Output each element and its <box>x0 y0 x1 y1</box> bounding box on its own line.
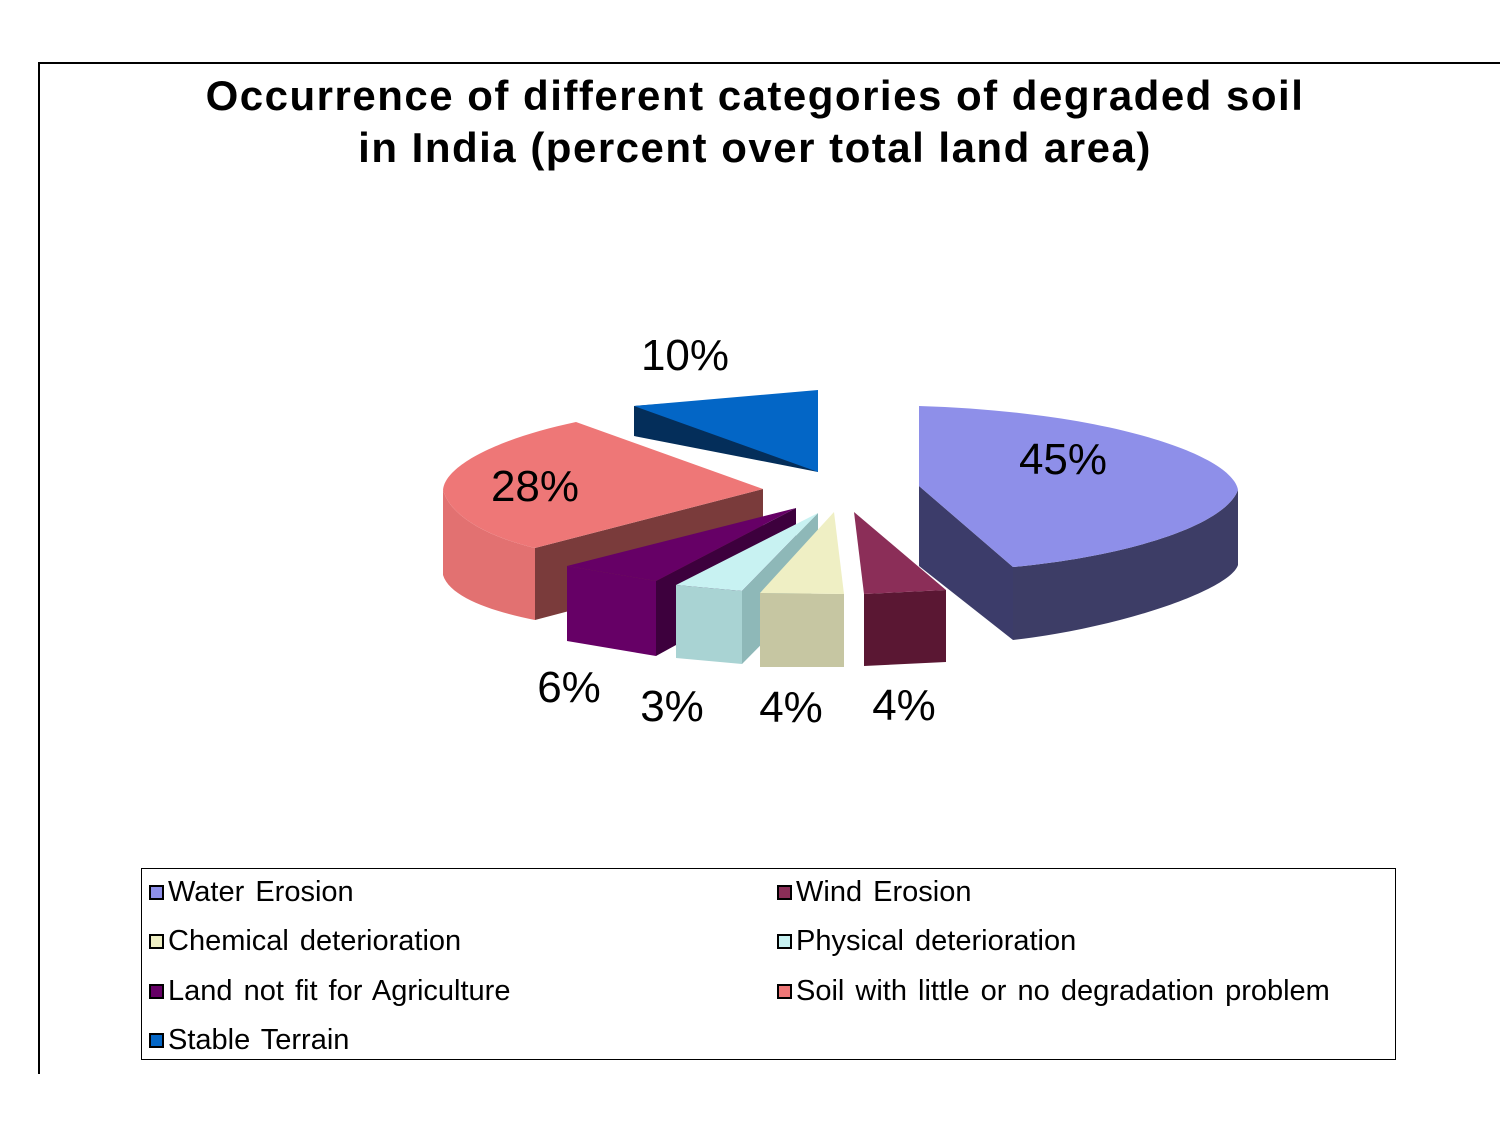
legend-item-water-erosion: Water Erosion <box>149 876 354 909</box>
pie-slice-side <box>760 593 844 667</box>
chart-frame-left <box>38 62 40 1074</box>
pie-slice-side <box>443 490 535 620</box>
pie-slice-side <box>1013 490 1238 640</box>
legend-swatch <box>149 984 164 999</box>
legend-item-stable-terrain: Stable Terrain <box>149 1024 349 1057</box>
chart-legend: Water Erosion Wind Erosion Chemical dete… <box>141 868 1396 1060</box>
pie-data-label-land-not-fit-for-agriculture: 6% <box>537 663 601 712</box>
pie-data-label-soil-with-little-or-no-degradation-problem: 28% <box>491 462 579 511</box>
pie-data-label-physical-deterioration: 3% <box>640 682 704 731</box>
pie-slice-side <box>919 486 1013 640</box>
legend-label: Chemical deterioration <box>168 925 462 957</box>
legend-label: Stable Terrain <box>168 1024 350 1056</box>
pie-slice-stable-terrain <box>634 390 818 472</box>
legend-swatch <box>777 984 792 999</box>
legend-label: Water Erosion <box>168 876 354 908</box>
pie-data-label-water-erosion: 45% <box>1019 435 1107 484</box>
legend-swatch <box>149 885 164 900</box>
legend-item-land-not-fit-for-agriculture: Land not fit for Agriculture <box>149 975 510 1008</box>
pie-slice-land-not-fit-for-agriculture <box>567 508 796 581</box>
legend-item-physical-deterioration: Physical deterioration <box>777 925 1076 958</box>
chart-title: Occurrence of different categories of de… <box>80 70 1430 174</box>
legend-swatch <box>777 934 792 949</box>
legend-swatch <box>777 885 792 900</box>
pie-slice-physical-deterioration <box>676 513 818 591</box>
pie-data-label-stable-terrain: 10% <box>641 331 729 380</box>
legend-item-soil-with-little-or-no-degradation-problem: Soil with little or no degradation probl… <box>777 975 1330 1008</box>
chart-title-line-2: in India (percent over total land area) <box>358 124 1152 171</box>
legend-item-chemical-deterioration: Chemical deterioration <box>149 925 461 958</box>
pie-slice-side <box>676 585 742 664</box>
pie-data-label-chemical-deterioration: 4% <box>759 683 823 732</box>
chart-title-line-1: Occurrence of different categories of de… <box>205 72 1305 119</box>
pie-slice-wind-erosion <box>854 512 946 594</box>
legend-label: Land not fit for Agriculture <box>168 975 511 1007</box>
pie-slice-water-erosion <box>919 406 1238 567</box>
legend-label: Wind Erosion <box>796 876 972 908</box>
legend-swatch <box>149 934 164 949</box>
legend-label: Soil with little or no degradation probl… <box>796 975 1330 1007</box>
chart-frame-top <box>38 62 1500 64</box>
legend-label: Physical deterioration <box>796 925 1077 957</box>
legend-item-wind-erosion: Wind Erosion <box>777 876 971 909</box>
pie-slice-chemical-deterioration <box>760 512 844 594</box>
pie-slice-side <box>567 566 656 656</box>
pie-slice-side <box>864 590 946 666</box>
pie-slice-soil-with-little-or-no-degradation-problem <box>443 422 763 548</box>
pie-data-label-wind-erosion: 4% <box>872 681 936 730</box>
legend-swatch <box>149 1033 164 1048</box>
